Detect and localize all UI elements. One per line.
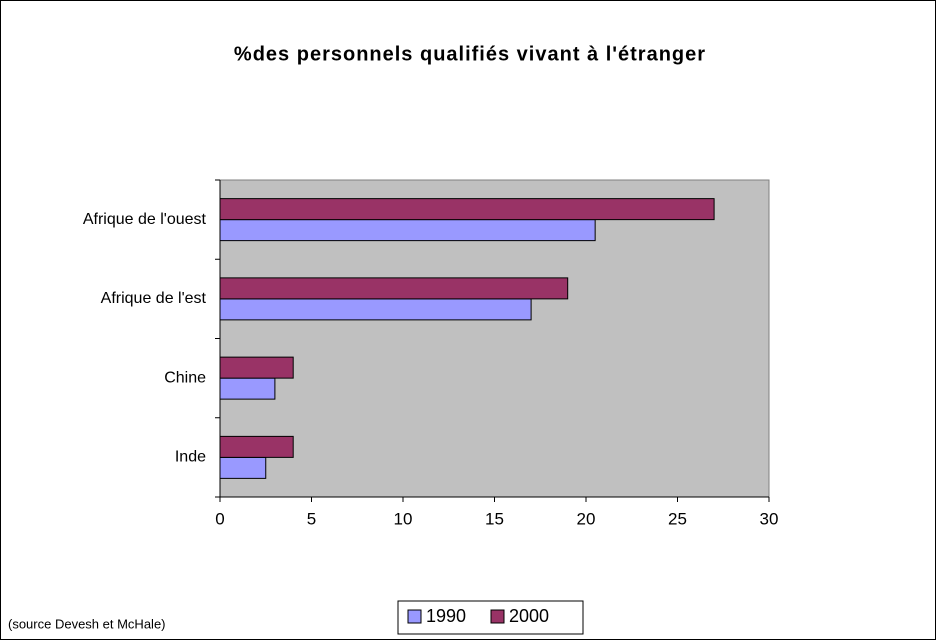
legend-swatch <box>407 609 422 624</box>
bar <box>219 456 267 479</box>
x-tick-label: 25 <box>668 509 687 528</box>
y-tick-label: Chine <box>164 369 206 386</box>
x-tick-label: 30 <box>760 509 779 528</box>
legend-label: 1990 <box>426 606 466 626</box>
x-tick-label: 20 <box>577 509 596 528</box>
chart-title: %des personnels qualifiés vivant à l'étr… <box>234 43 706 65</box>
legend-swatch <box>490 609 505 624</box>
legend-label: 2000 <box>509 606 549 626</box>
bar <box>219 356 294 379</box>
bar <box>219 298 532 321</box>
y-tick-label: Afrique de l'est <box>101 290 207 307</box>
bar <box>219 219 596 242</box>
bar <box>219 198 715 221</box>
bar <box>219 435 294 458</box>
bar <box>219 377 276 400</box>
source-note: (source Devesh et McHale) <box>8 616 166 631</box>
x-tick-label: 5 <box>307 509 316 528</box>
x-tick-label: 15 <box>485 509 504 528</box>
x-tick-label: 10 <box>394 509 413 528</box>
x-tick-label: 0 <box>215 509 224 528</box>
bar <box>219 277 569 300</box>
y-tick-label: Afrique de l'ouest <box>83 211 207 228</box>
y-tick-label: Inde <box>175 449 206 466</box>
